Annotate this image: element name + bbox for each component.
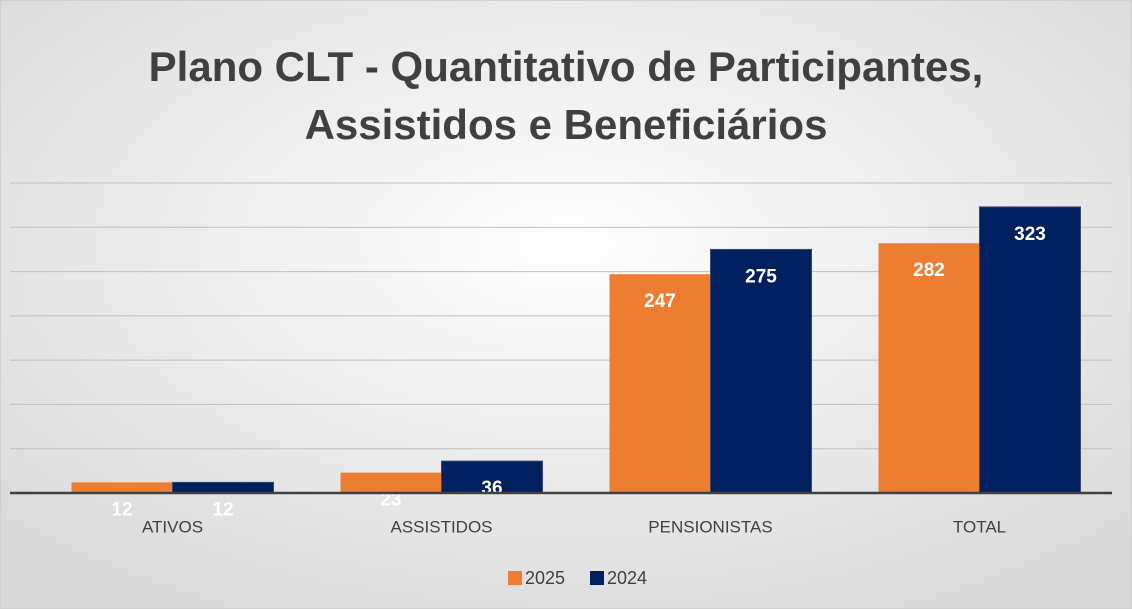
bar [710, 248, 812, 494]
x-tick-label: ATIVOS [142, 517, 203, 536]
bar [71, 482, 173, 493]
bar [340, 472, 442, 493]
data-label: 12 [212, 499, 233, 520]
legend-swatch [590, 571, 604, 585]
chart-title: Assistidos e Beneficiários [305, 101, 828, 148]
data-label: 247 [644, 291, 676, 312]
data-label: 323 [1014, 224, 1046, 245]
bar [172, 481, 274, 494]
data-label: 36 [481, 478, 502, 499]
data-label: 12 [111, 499, 132, 520]
legend-swatch [508, 571, 522, 585]
data-label: 23 [380, 490, 401, 511]
data-label: 282 [913, 260, 945, 281]
bar [441, 460, 543, 494]
x-tick-label: ASSISTIDOS [390, 517, 492, 536]
x-tick-label: TOTAL [953, 517, 1006, 536]
data-label: 275 [745, 266, 777, 287]
x-tick-label: PENSIONISTAS [648, 517, 772, 536]
chart-title: Plano CLT - Quantitativo de Participante… [149, 43, 984, 90]
bar [878, 243, 980, 493]
bar [609, 274, 711, 493]
legend-label: 2024 [607, 568, 647, 588]
bar [979, 206, 1081, 494]
legend-label: 2025 [525, 568, 565, 588]
